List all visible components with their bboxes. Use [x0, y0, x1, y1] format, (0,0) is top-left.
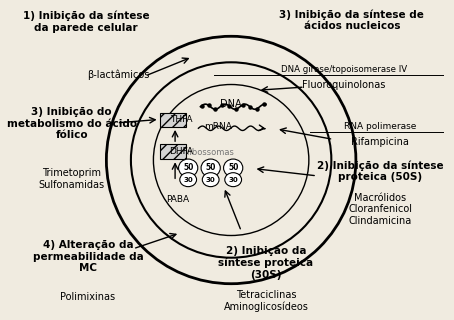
Text: ribossomas: ribossomas [187, 148, 235, 157]
FancyBboxPatch shape [159, 144, 186, 159]
Text: Polimixinas: Polimixinas [60, 292, 115, 302]
Text: 30: 30 [228, 177, 238, 183]
Text: 50: 50 [228, 163, 238, 172]
Text: PABA: PABA [166, 195, 189, 204]
Text: 50: 50 [206, 163, 216, 172]
Ellipse shape [225, 173, 242, 187]
Text: DNA: DNA [220, 99, 242, 108]
Ellipse shape [180, 173, 197, 187]
Text: 50: 50 [183, 163, 193, 172]
Ellipse shape [178, 159, 198, 177]
Text: 1) Inibição da síntese
da parede celular: 1) Inibição da síntese da parede celular [23, 11, 149, 33]
Text: 30: 30 [183, 177, 193, 183]
Text: 2) Inibição da síntese
proteica (50S): 2) Inibição da síntese proteica (50S) [317, 160, 444, 182]
Text: mRNA: mRNA [204, 122, 232, 131]
Text: RNA polimerase: RNA polimerase [344, 122, 417, 131]
Text: Tetraciclinas
Aminoglicosídeos: Tetraciclinas Aminoglicosídeos [223, 290, 308, 312]
Text: Rifampicina: Rifampicina [351, 137, 410, 147]
Text: 4) Alteração da
permeabilidade da
MC: 4) Alteração da permeabilidade da MC [33, 240, 143, 273]
Text: Macrólidos
Cloranfenicol
Clindamicina: Macrólidos Cloranfenicol Clindamicina [348, 193, 412, 226]
Text: Fluoroquinolonas: Fluoroquinolonas [302, 80, 385, 91]
Text: 30: 30 [206, 177, 216, 183]
Text: THFA: THFA [170, 115, 192, 124]
FancyBboxPatch shape [159, 113, 186, 127]
Ellipse shape [223, 159, 243, 177]
Text: 3) Inibição da síntese de
ácidos nucleicos: 3) Inibição da síntese de ácidos nucleic… [279, 9, 424, 31]
Ellipse shape [202, 173, 219, 187]
Text: DHFA: DHFA [169, 147, 193, 156]
Text: DNA girase/topoisomerase IV: DNA girase/topoisomerase IV [281, 65, 407, 74]
Ellipse shape [201, 159, 220, 177]
Text: Trimetoprim
Sulfonamidas: Trimetoprim Sulfonamidas [39, 168, 105, 190]
Text: 3) Inibição do
metabolismo do ácido
fólico: 3) Inibição do metabolismo do ácido fóli… [6, 107, 137, 140]
Text: 2) Inibição da
síntese proteica
(30S): 2) Inibição da síntese proteica (30S) [218, 246, 313, 280]
Text: β-lactâmicos: β-lactâmicos [88, 69, 150, 80]
